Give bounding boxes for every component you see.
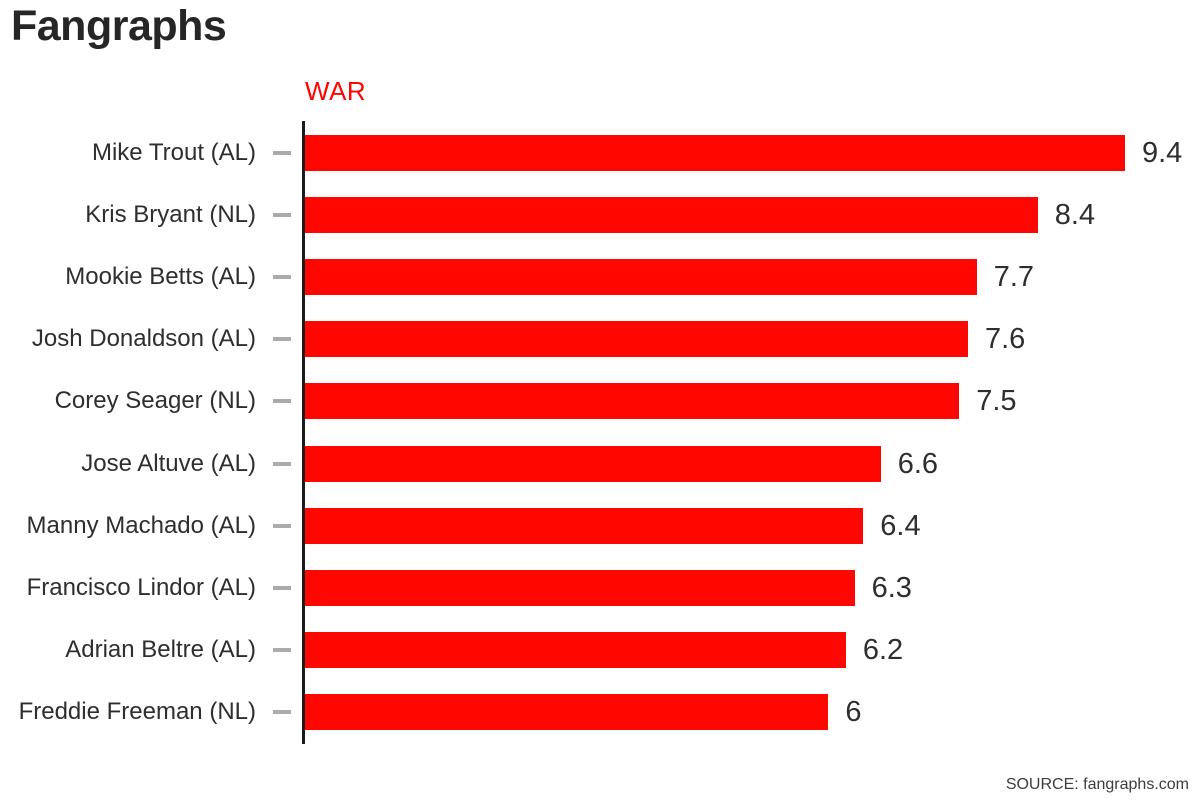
- chart-row: Mike Trout (AL) 9.4: [0, 135, 1200, 171]
- bar: [305, 321, 968, 358]
- value-label: 9.4: [1142, 137, 1183, 169]
- bar: [305, 197, 1038, 234]
- bar: [305, 259, 977, 296]
- category-label: Josh Donaldson (AL): [31, 325, 256, 353]
- tick-mark: [273, 275, 291, 280]
- value-label: 7.5: [976, 385, 1017, 418]
- y-axis-line: [302, 121, 305, 744]
- category-label: Mike Trout (AL): [91, 139, 256, 166]
- chart-row: Freddie Freeman (NL) 6: [0, 693, 1200, 730]
- chart-row: Corey Seager (NL) 7.5: [0, 383, 1200, 420]
- value-label: 7.6: [984, 323, 1026, 356]
- value-label: 6: [845, 695, 862, 728]
- category-label: Corey Seager (NL): [54, 387, 256, 415]
- value-label: 7.7: [993, 261, 1035, 294]
- category-label: Kris Bryant (NL): [85, 201, 256, 229]
- category-label: Jose Altuve (AL): [81, 449, 256, 477]
- category-label: Adrian Beltre (AL): [65, 635, 256, 663]
- category-label: Francisco Lindor (AL): [26, 573, 256, 601]
- chart-row: Manny Machado (AL) 6.4: [0, 507, 1200, 544]
- source-credit: SOURCE: fangraphs.com: [1005, 776, 1189, 793]
- bar: [305, 631, 846, 668]
- chart-row: Francisco Lindor (AL) 6.3: [0, 569, 1200, 606]
- tick-mark: [273, 523, 291, 528]
- bar: [305, 507, 864, 544]
- bar: [305, 135, 1125, 171]
- value-label: 6.4: [880, 509, 921, 542]
- tick-mark: [273, 151, 291, 155]
- bar: [305, 445, 881, 482]
- war-axis-label: WAR: [305, 76, 367, 106]
- category-label: Freddie Freeman (NL): [18, 697, 256, 725]
- value-label: 6.6: [897, 447, 939, 480]
- tick-mark: [273, 709, 291, 714]
- bar: [305, 569, 855, 606]
- value-label: 6.2: [862, 633, 904, 666]
- tick-mark: [273, 647, 291, 652]
- chart-title: Fangraphs: [11, 2, 227, 50]
- value-label: 8.4: [1054, 199, 1096, 232]
- tick-mark: [273, 399, 291, 404]
- category-label: Manny Machado (AL): [26, 511, 256, 539]
- chart-row: Adrian Beltre (AL) 6.2: [0, 631, 1200, 668]
- chart-row: Josh Donaldson (AL) 7.6: [0, 321, 1200, 358]
- tick-mark: [273, 337, 291, 342]
- tick-mark: [273, 461, 291, 466]
- chart-row: Jose Altuve (AL) 6.6: [0, 445, 1200, 482]
- chart-row: Mookie Betts (AL) 7.7: [0, 259, 1200, 296]
- value-label: 6.3: [871, 571, 912, 604]
- bar: [305, 693, 829, 730]
- tick-mark: [273, 213, 291, 218]
- bar: [305, 383, 960, 420]
- category-label: Mookie Betts (AL): [65, 263, 256, 291]
- tick-mark: [273, 585, 291, 590]
- chart-row: Kris Bryant (NL) 8.4: [0, 197, 1200, 234]
